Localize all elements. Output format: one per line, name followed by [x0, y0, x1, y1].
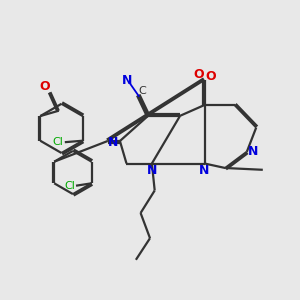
Text: O: O [194, 68, 204, 81]
Text: O: O [206, 70, 216, 83]
Text: N: N [108, 136, 119, 149]
Text: O: O [40, 80, 50, 93]
Text: N: N [147, 164, 157, 177]
Text: Cl: Cl [64, 181, 76, 191]
Text: N: N [122, 74, 132, 87]
Text: C: C [138, 86, 146, 97]
Text: N: N [248, 145, 259, 158]
Text: N: N [199, 164, 210, 177]
Text: Cl: Cl [53, 137, 64, 147]
